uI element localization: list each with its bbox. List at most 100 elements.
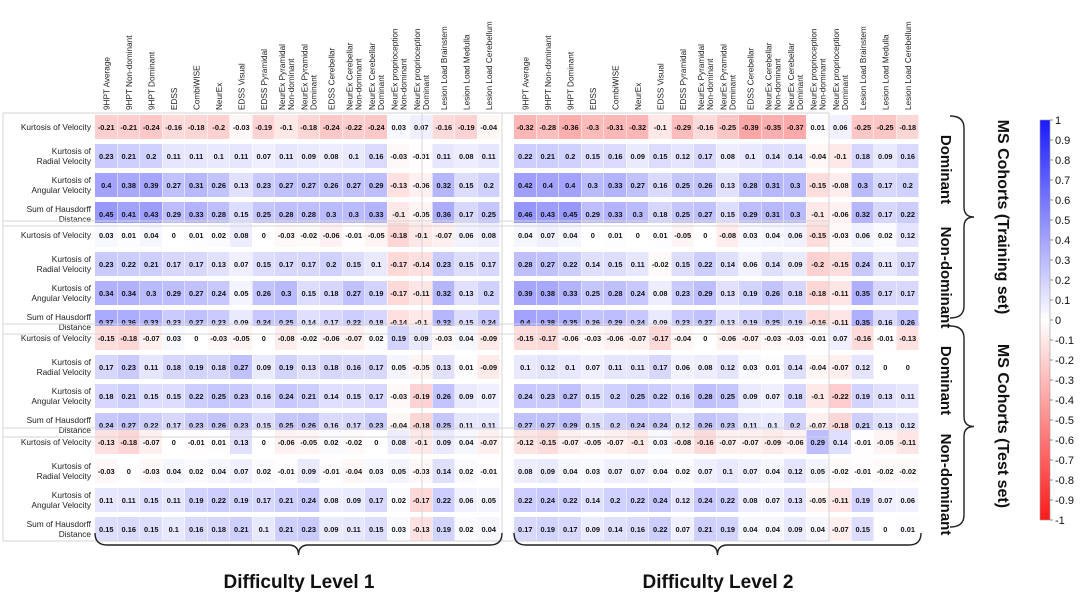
colorbar-tick-label: -0.5: [1055, 415, 1074, 427]
heatmap-cell: [117, 355, 140, 379]
heatmap-cell: [514, 252, 536, 276]
cell-value-label: -0.04: [809, 152, 827, 161]
cell-value-label: -0.2: [811, 260, 824, 269]
cell-value-label: 0.22: [631, 496, 645, 505]
cohort-brace: [949, 325, 975, 528]
colorbar-tick-label: -0.8: [1055, 475, 1074, 487]
heatmap-cell: [806, 326, 829, 350]
cell-value-label: -0.02: [899, 467, 916, 476]
cell-value-label: -0.03: [435, 334, 452, 343]
cell-value-label: 0.15: [99, 525, 113, 534]
heatmap-cell: [455, 202, 477, 226]
heatmap-cell: [95, 430, 117, 454]
heatmap-cell: [829, 115, 851, 139]
cell-value-label: 0.26: [302, 421, 316, 430]
heatmap-cell: [140, 384, 162, 408]
column-label: NeurEx Cerebellar: [787, 42, 796, 110]
cell-value-label: -0.06: [562, 334, 579, 343]
heatmap-cell: [342, 517, 365, 541]
heatmap-cell: [716, 430, 739, 454]
cell-value-label: -0.25: [719, 123, 736, 132]
column-label: 9HPT Average: [521, 57, 530, 110]
cell-value-label: 0.16: [631, 525, 645, 534]
row-label: Distance: [59, 425, 92, 435]
cell-value-label: 0.03: [167, 334, 181, 343]
cell-value-label: -0.15: [98, 334, 115, 343]
heatmap-cell: [365, 173, 387, 197]
cell-value-label: 0.18: [324, 363, 338, 372]
heatmap-cell: [477, 252, 500, 276]
heatmap-cell: [851, 252, 874, 276]
heatmap-cell: [694, 430, 716, 454]
heatmap-cell: [761, 488, 784, 512]
cell-value-label: 0.26: [766, 289, 780, 298]
cell-value-label: 0.21: [302, 392, 316, 401]
cell-value-label: -0.07: [607, 438, 624, 447]
cell-value-label: 0.03: [586, 467, 600, 476]
cell-value-label: 0.07: [482, 392, 496, 401]
column-label: NeurEx Pyramidal: [719, 44, 728, 110]
cell-value-label: 0.06: [676, 363, 690, 372]
cell-value-label: -0.05: [368, 231, 385, 240]
cell-value-label: 0.15: [257, 260, 271, 269]
cell-value-label: 0.27: [541, 421, 555, 430]
cell-value-label: 0.37: [99, 318, 113, 327]
cell-value-label: -0.07: [832, 363, 849, 372]
cell-value-label: -0.14: [390, 318, 408, 327]
heatmap-cell: [230, 252, 252, 276]
cell-value-label: 0.17: [901, 289, 915, 298]
heatmap-cell: [477, 223, 500, 247]
cell-value-label: -0.07: [809, 421, 826, 430]
panel-label: Non-dominant: [937, 227, 954, 329]
cohort-brace: [949, 115, 975, 319]
cell-value-label: 0.15: [167, 392, 181, 401]
heatmap-cell: [784, 517, 806, 541]
cell-value-label: -0.31: [607, 123, 624, 132]
cell-value-label: 0.45: [563, 210, 577, 219]
level-brace: [94, 532, 503, 556]
cell-value-label: -0.1: [415, 318, 428, 327]
cell-value-label: -0.16: [435, 123, 452, 132]
heatmap-cell: [275, 384, 297, 408]
cell-value-label: 0.29: [167, 210, 181, 219]
heatmap-cell: [694, 223, 716, 247]
cell-value-label: 0.17: [878, 289, 892, 298]
cell-value-label: 0.11: [901, 392, 915, 401]
cell-value-label: 0.11: [234, 152, 248, 161]
heatmap-cell: [896, 459, 919, 483]
cell-value-label: -0.37: [787, 123, 804, 132]
cell-value-label: -0.04: [390, 421, 408, 430]
heatmap-cell: [252, 517, 275, 541]
cell-value-label: -0.15: [832, 260, 849, 269]
cell-value-label: 0.27: [234, 363, 248, 372]
column-label: EDSS Visual: [656, 63, 665, 110]
cell-value-label: -0.16: [854, 334, 871, 343]
cohort-label: MS Cohorts (Training set): [994, 120, 1011, 315]
cell-value-label: 0.25: [766, 318, 780, 327]
heatmap-cell: [761, 144, 784, 168]
row-label: Kurtosis of Velocity: [21, 230, 92, 240]
heatmap-cell: [410, 326, 432, 350]
heatmap-cell: [410, 173, 432, 197]
heatmap-cell: [432, 115, 455, 139]
cell-value-label: 0.17: [563, 525, 577, 534]
heatmap-cell: [896, 326, 919, 350]
heatmap-cell: [185, 355, 207, 379]
cell-value-label: 0.3: [146, 289, 156, 298]
heatmap-cell: [604, 430, 626, 454]
heatmap-cell: [581, 355, 604, 379]
heatmap-cell: [784, 459, 806, 483]
cell-value-label: 0.3: [790, 181, 800, 190]
cell-value-label: -0.07: [435, 231, 452, 240]
cell-value-label: -0.07: [629, 334, 646, 343]
heatmap-cell: [252, 384, 275, 408]
cell-value-label: 0.08: [721, 152, 735, 161]
cell-value-label: 0.15: [586, 152, 600, 161]
row-label: Radial Velocity: [37, 156, 92, 166]
heatmap-cell: [455, 173, 477, 197]
cell-value-label: 0.04: [766, 525, 781, 534]
cell-value-label: 0.26: [698, 421, 712, 430]
heatmap-cell: [829, 355, 851, 379]
heatmap-cell: [649, 223, 671, 247]
cell-value-label: -0.06: [719, 334, 736, 343]
